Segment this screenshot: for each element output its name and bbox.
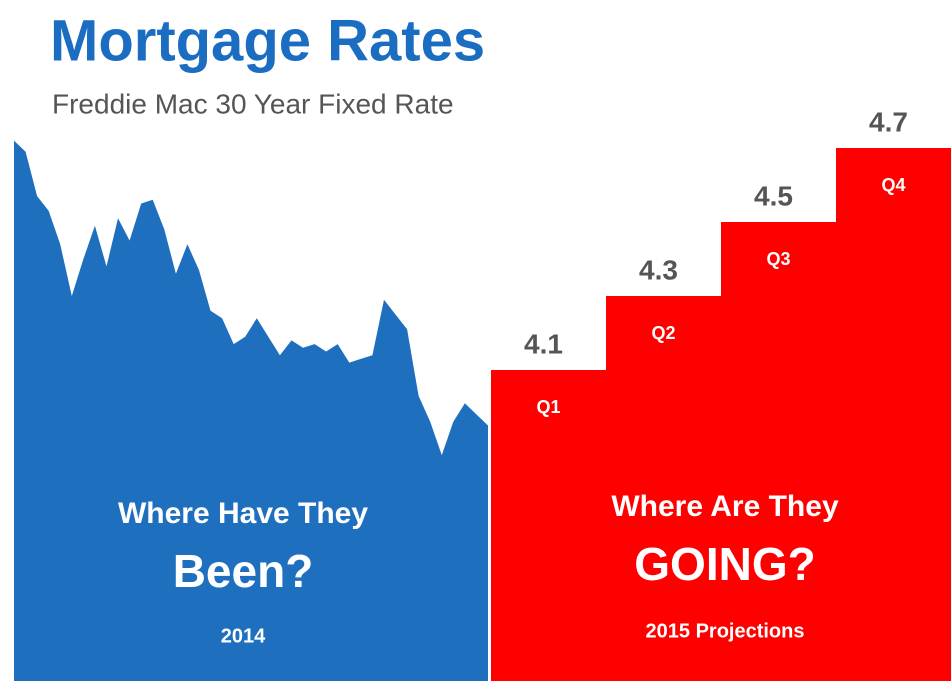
chart-subtitle: Freddie Mac 30 Year Fixed Rate [52, 88, 454, 119]
step-category-label: Q1 [536, 397, 560, 417]
step-bar [836, 148, 951, 681]
chart-title: Mortgage Rates [50, 8, 485, 73]
step-value-label: 4.1 [524, 328, 563, 359]
step-bar [721, 222, 837, 681]
step-bar [491, 370, 607, 681]
step-category-label: Q4 [881, 175, 905, 195]
step-category-label: Q3 [766, 249, 790, 269]
step-bar [606, 296, 722, 681]
history-area [14, 140, 488, 681]
projection-heading: Where Are They [611, 490, 839, 523]
projection-heading-emphasis: GOING? [634, 538, 815, 590]
step-value-label: 4.7 [869, 106, 908, 137]
marks [14, 140, 951, 681]
step-value-label: 4.5 [754, 180, 793, 211]
step-category-label: Q2 [651, 323, 675, 343]
history-heading: Where Have They [118, 497, 368, 530]
projection-label: 2015 Projections [646, 620, 805, 642]
history-heading-emphasis: Been? [173, 545, 314, 597]
history-label: 2014 [221, 625, 266, 647]
step-value-label: 4.3 [639, 254, 678, 285]
